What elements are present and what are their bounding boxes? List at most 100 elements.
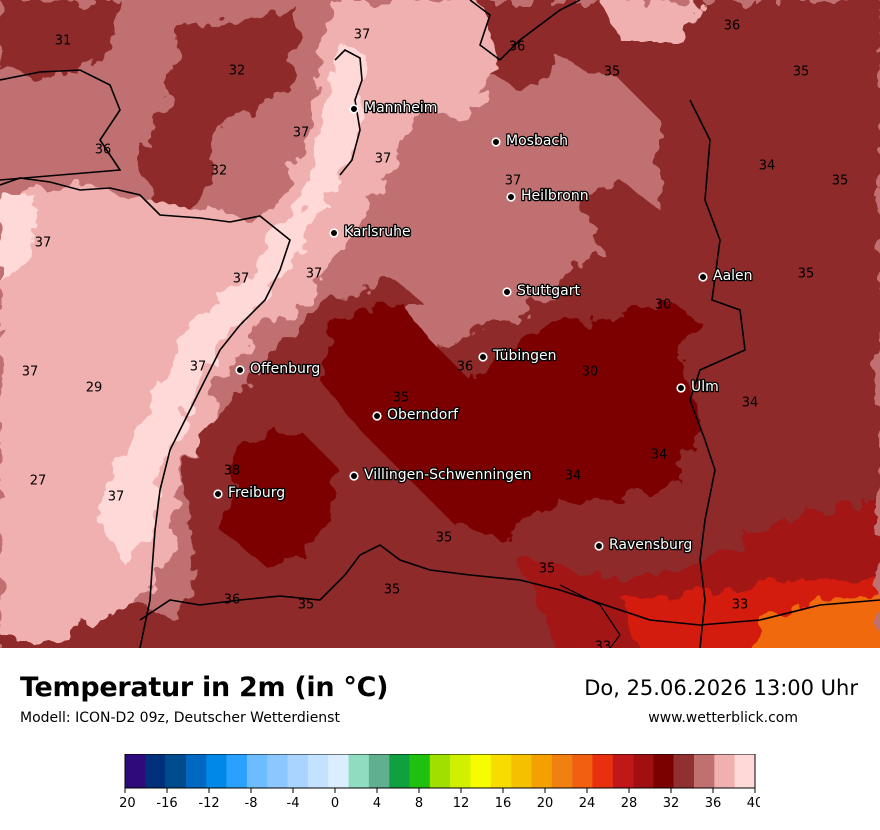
border-state-west xyxy=(0,177,291,648)
city-marker[interactable]: Karlsruhe xyxy=(329,223,412,241)
colorbar-cells xyxy=(124,754,756,789)
city-label: Heilbronn xyxy=(521,188,589,204)
value-label: 35 xyxy=(604,65,621,80)
value-label: 36 xyxy=(224,593,241,608)
value-label: 37 xyxy=(354,28,371,43)
temperature-zones xyxy=(0,0,880,648)
colorbar-tick-label: 4 xyxy=(373,796,381,811)
value-label: 37 xyxy=(505,174,522,189)
website-link[interactable]: www.wetterblick.com xyxy=(648,710,798,726)
value-label: 36 xyxy=(724,19,741,34)
city-marker[interactable]: Freiburg xyxy=(213,484,286,502)
city-marker[interactable]: Stuttgart xyxy=(502,282,582,300)
colorbar-cell xyxy=(714,754,735,788)
value-label: 37 xyxy=(108,490,125,505)
city-marker[interactable]: Ravensburg xyxy=(594,536,694,554)
colorbar-cell xyxy=(328,754,349,788)
value-label: 34 xyxy=(651,448,668,463)
value-label: 32 xyxy=(229,64,246,79)
city-marker[interactable]: Villingen-Schwenningen xyxy=(349,466,533,484)
value-label: 31 xyxy=(55,34,72,49)
colorbar-cell xyxy=(165,754,187,788)
value-label: 37 xyxy=(293,126,310,141)
colorbar-cell xyxy=(145,754,166,788)
city-marker[interactable]: Tübingen xyxy=(478,347,558,365)
city-label: Aalen xyxy=(713,268,753,284)
city-marker[interactable]: Mosbach xyxy=(491,132,569,150)
colorbar-cell xyxy=(653,754,674,788)
colorbar-cell xyxy=(572,754,593,788)
city-label: Villingen-Schwenningen xyxy=(364,467,532,483)
colorbar-tick-label: 8 xyxy=(415,796,423,811)
city-marker[interactable]: Oberndorf xyxy=(372,406,460,424)
city-dot xyxy=(506,192,516,202)
border-bavaria xyxy=(689,99,746,648)
value-label: 30 xyxy=(655,298,672,313)
forecast-datetime: Do, 25.06.2026 13:00 Uhr xyxy=(584,676,858,700)
colorbar-cell xyxy=(226,754,248,788)
zone-36-38-north xyxy=(420,0,700,120)
city-dot xyxy=(213,489,223,499)
value-label: 35 xyxy=(436,531,453,546)
colorbar-cell xyxy=(307,754,329,788)
city-dot xyxy=(594,541,604,551)
city-dot xyxy=(698,272,708,282)
city-marker[interactable]: Heilbronn xyxy=(506,187,590,205)
border-north xyxy=(0,0,581,181)
colorbar-cell xyxy=(470,754,492,788)
city-label: Oberndorf xyxy=(387,407,459,423)
colorbar-tick-label: 28 xyxy=(621,796,638,811)
colorbar-tick-label: 12 xyxy=(453,796,470,811)
colorbar-cell xyxy=(409,754,431,788)
colorbar-tick-label: -16 xyxy=(156,796,177,811)
city-dot xyxy=(329,228,339,238)
value-label: 35 xyxy=(793,65,810,80)
value-label: 30 xyxy=(582,365,599,380)
colorbar-cell xyxy=(287,754,309,788)
colorbar: -20 -16 -12 -8 -4 0 4 8 12 16 20 24 28 32 36 40 xyxy=(120,754,760,811)
colorbar-tick-label: 16 xyxy=(495,796,512,811)
city-label: Mosbach xyxy=(506,133,568,149)
colorbar-tick-label: 24 xyxy=(579,796,596,811)
city-label: Freiburg xyxy=(228,485,285,501)
value-label: 37 xyxy=(190,360,207,375)
border-lake xyxy=(559,584,621,648)
zone-38-40-rhine xyxy=(100,40,370,560)
value-label: 32 xyxy=(211,164,228,179)
colorbar-cell xyxy=(551,754,573,788)
colorbar-cell xyxy=(348,754,370,788)
city-dot xyxy=(491,137,501,147)
colorbar-cell xyxy=(206,754,227,788)
colorbar-tick-label: -4 xyxy=(287,796,300,811)
colorbar-cell xyxy=(368,754,390,788)
city-marker[interactable]: Ulm xyxy=(676,378,720,396)
colorbar-tick-label: -12 xyxy=(198,796,219,811)
city-marker[interactable]: Offenburg xyxy=(235,360,322,378)
city-label: Ravensburg xyxy=(609,537,692,553)
city-marker[interactable]: Mannheim xyxy=(349,99,439,117)
value-label: 27 xyxy=(30,474,47,489)
city-dot xyxy=(349,471,359,481)
city-dot xyxy=(235,365,245,375)
colorbar-cell xyxy=(125,754,146,788)
city-label: Ulm xyxy=(691,379,719,395)
value-label: 37 xyxy=(306,267,323,282)
value-label: 37 xyxy=(22,365,39,380)
colorbar-cell xyxy=(633,754,654,788)
value-label: 34 xyxy=(742,396,759,411)
colorbar-tick-label: -8 xyxy=(245,796,258,811)
colorbar-cell xyxy=(246,754,268,788)
city-markers: Mannheim Mosbach Heilbronn Karlsruhe Aalen St… xyxy=(213,99,754,554)
colorbar-frame xyxy=(124,754,756,789)
zone-34-36-neckar xyxy=(340,90,600,370)
value-labels: 31 37 36 36 35 35 32 37 36 37 32 34 35 37 37 37 37 35 30 37… xyxy=(22,19,849,649)
city-label: Tübingen xyxy=(492,348,557,364)
colorbar-tick-label: 32 xyxy=(663,796,680,811)
city-dot xyxy=(478,352,488,362)
city-label: Stuttgart xyxy=(517,283,580,299)
city-marker[interactable]: Aalen xyxy=(698,267,754,285)
footer: Temperatur in 2m (in °C) Modell: ICON-D2… xyxy=(0,648,880,830)
borders xyxy=(0,0,880,648)
city-dot xyxy=(502,287,512,297)
value-label: 35 xyxy=(393,391,410,406)
